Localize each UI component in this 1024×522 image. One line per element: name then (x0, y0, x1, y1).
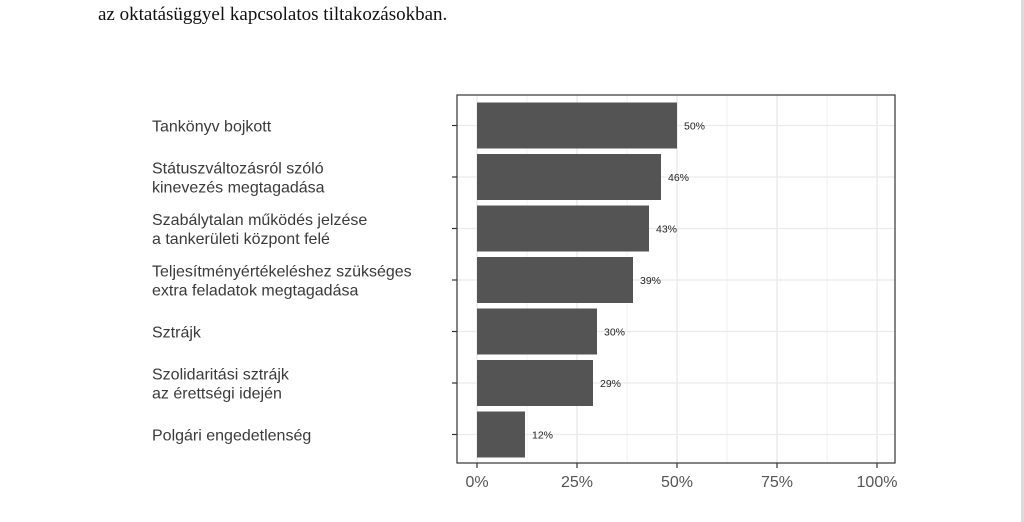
bar (477, 411, 525, 458)
bar (477, 154, 661, 200)
category-label: extra feladatok megtagadása (152, 283, 358, 300)
x-tick-label: 50% (661, 474, 693, 491)
x-tick-label: 75% (761, 474, 793, 491)
bar-value-label: 12% (532, 430, 553, 442)
bar (477, 360, 593, 406)
axis-tick-layer: 0% 25% 50% 75% 100% (452, 124, 898, 491)
page-edge-divider (1021, 0, 1024, 522)
category-label: kinevezés megtagadása (152, 180, 325, 197)
category-label: az érettségi idején (152, 386, 282, 403)
document-text-line: az oktatásüggyel kapcsolatos tiltakozáso… (98, 4, 448, 25)
bar-value-label: 46% (668, 172, 689, 184)
bar-value-label: 29% (600, 378, 621, 390)
bar (477, 205, 649, 252)
bar-value-label: 30% (604, 327, 625, 339)
category-label: Státuszváltozásról szóló (152, 161, 324, 178)
category-label: a tankerületi központ felé (152, 231, 330, 248)
bar-value-label: 43% (656, 224, 677, 236)
category-label: Teljesítményértékeléshez szükséges (152, 264, 412, 281)
x-tick-label: 25% (561, 474, 593, 491)
bar (477, 257, 633, 303)
bar (477, 102, 677, 149)
x-tick-label: 0% (465, 474, 488, 491)
bar-layer: 50% 46% 43% 39% 30% 29% 12% (477, 102, 705, 458)
category-label-layer: Tankönyv bojkott Státuszváltozásról szóló… (152, 119, 412, 445)
category-label: Tankönyv bojkott (152, 119, 272, 136)
category-label: Szabálytalan működés jelzése (152, 212, 367, 229)
plot-panel-border (456, 94, 896, 464)
category-label: Polgári engedetlenség (152, 428, 311, 445)
category-label: Sztrájk (152, 325, 202, 342)
bar-value-label: 39% (640, 275, 661, 287)
x-tick-label: 100% (857, 474, 898, 491)
bar (477, 308, 597, 355)
bar-value-label: 50% (684, 121, 705, 133)
category-label: Szolidaritási sztrájk (152, 367, 290, 384)
